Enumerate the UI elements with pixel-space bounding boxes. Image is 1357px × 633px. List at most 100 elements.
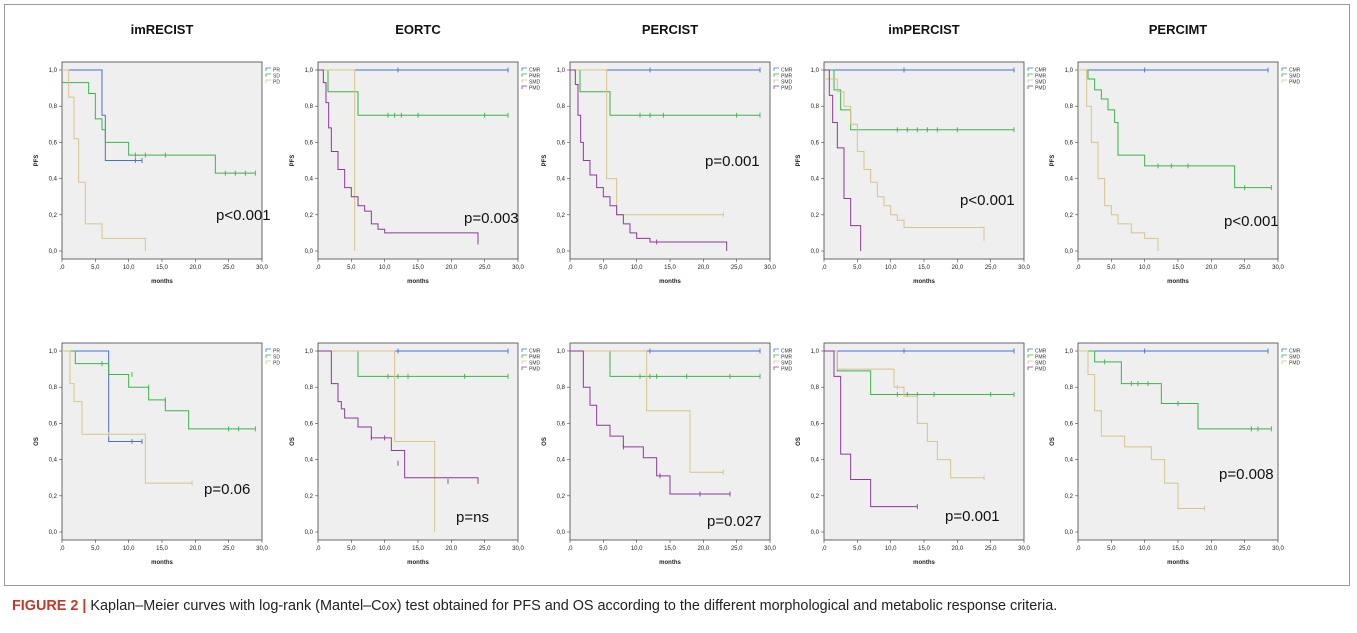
legend-entry: PMD [1035, 86, 1047, 92]
km-panel-os-4: 0,0 0,2 0,4 0,6 0,8 1,0 ,0 5,0 10,0 15,0 20,0 25,0 3… [796, 342, 1047, 566]
y-tick-label: 0,4 [305, 458, 314, 464]
legend-entry: PMR [529, 355, 541, 361]
y-tick-label: 0,4 [49, 458, 58, 464]
y-tick-label: 1,0 [1065, 349, 1074, 355]
legend-entry: PR [273, 349, 280, 355]
legend-entry: PMR [1035, 355, 1047, 361]
y-axis-label: OS [796, 437, 802, 446]
km-curve-pmd [1078, 69, 1159, 251]
y-tick-label: 0,2 [305, 494, 314, 500]
km-panel-os-5: 0,0 0,2 0,4 0,6 0,8 1,0 ,0 5,0 10,0 15,0 20,0 25,0 3… [1050, 342, 1301, 566]
legend-entry: SMD [1035, 80, 1047, 86]
y-axis-label: PFS [1050, 155, 1056, 167]
y-tick-label: 0,6 [811, 421, 820, 427]
y-tick-label: 0,6 [49, 140, 58, 146]
panel-title: PERCIMT [1149, 22, 1208, 37]
legend-swatch [521, 73, 527, 77]
y-tick-label: 0,0 [305, 530, 314, 536]
y-tick-label: 0,0 [305, 249, 314, 255]
plot-area [1077, 61, 1279, 260]
legend-entry: SMD [781, 361, 793, 367]
x-tick-label: 20,0 [1205, 546, 1217, 552]
y-tick-label: 0,8 [557, 104, 566, 110]
y-axis-label: PFS [796, 155, 802, 167]
y-tick-label: 1,0 [557, 349, 566, 355]
x-axis-label: months [407, 560, 429, 566]
y-axis-label: OS [1050, 437, 1056, 446]
x-tick-label: 10,0 [1139, 546, 1151, 552]
p-value: p=0.001 [705, 153, 760, 170]
x-tick-label: 5,0 [91, 546, 100, 552]
y-tick-label: 0,8 [811, 104, 820, 110]
x-tick-label: ,0 [821, 546, 827, 552]
km-curve-smd [318, 69, 356, 251]
y-tick-label: 0,4 [811, 458, 820, 464]
legend-swatch [773, 366, 779, 370]
y-axis-label: PFS [34, 155, 40, 167]
legend-entry: CMR [781, 349, 793, 355]
x-tick-label: ,0 [315, 546, 321, 552]
legend-entry: SMD [529, 80, 541, 86]
km-figure: imRECIST 0,0 0,2 0,4 0,6 0,8 1,0 ,0 5,0 10,0 15,0 2… [34, 22, 1301, 566]
y-tick-label: 0,2 [811, 494, 820, 500]
x-tick-label: 30,0 [256, 265, 268, 271]
y-tick-label: 0,2 [49, 494, 58, 500]
km-panel-pfs-4: imPERCIST 0,0 0,2 0,4 0,6 0,8 1,0 ,0 5,0 10,0 15,0… [796, 22, 1047, 285]
plot-area [61, 342, 263, 541]
legend-entry: PD [273, 361, 280, 367]
km-panel-pfs-5: PERCIMT 0,0 0,2 0,4 0,6 0,8 1,0 ,0 5,0 10,0 15,0 20… [1050, 22, 1301, 285]
x-tick-label: 5,0 [347, 546, 356, 552]
legend-swatch [521, 85, 527, 89]
y-tick-label: 0,4 [1065, 458, 1074, 464]
legend-swatch [1027, 366, 1033, 370]
x-tick-label: 30,0 [512, 546, 524, 552]
km-curve-pmd [318, 350, 479, 482]
legend-swatch [1027, 348, 1033, 352]
y-tick-label: 0,2 [305, 213, 314, 219]
x-tick-label: 5,0 [599, 265, 608, 271]
km-panel-pfs-3: PERCIST 0,0 0,2 0,4 0,6 0,8 1,0 ,0 5,0 10,0 15,0 20… [542, 22, 793, 285]
legend-swatch [1027, 85, 1033, 89]
x-tick-label: 15,0 [664, 546, 676, 552]
y-tick-label: 0,6 [49, 421, 58, 427]
p-value: p=0.001 [945, 508, 1000, 525]
legend-swatch [773, 348, 779, 352]
x-tick-label: 5,0 [1107, 265, 1116, 271]
caption-text: Kaplan–Meier curves with log-rank (Mante… [86, 598, 1058, 614]
p-value: p<0.001 [216, 207, 271, 224]
y-tick-label: 0,8 [49, 385, 58, 391]
y-tick-label: 0,6 [1065, 421, 1074, 427]
x-tick-label: 15,0 [156, 265, 168, 271]
p-value: p=0.06 [204, 481, 250, 498]
p-value: p=0.008 [1219, 466, 1274, 483]
x-tick-label: 25,0 [223, 265, 235, 271]
legend-entry: PMR [781, 74, 793, 80]
x-tick-label: 10,0 [123, 265, 135, 271]
legend-entry: SMD [781, 80, 793, 86]
y-tick-label: 0,8 [811, 385, 820, 391]
km-curve-pmr [824, 69, 1014, 131]
km-curve-smd [570, 350, 724, 473]
legend-swatch [521, 67, 527, 71]
legend-swatch [773, 79, 779, 83]
x-axis-label: months [913, 560, 935, 566]
y-tick-label: 0,0 [1065, 530, 1074, 536]
y-tick-label: 0,8 [1065, 385, 1074, 391]
x-tick-label: 5,0 [1107, 546, 1116, 552]
legend-swatch [1281, 67, 1287, 71]
legend-swatch [773, 67, 779, 71]
y-tick-label: 0,6 [1065, 140, 1074, 146]
legend-swatch [265, 360, 271, 364]
legend-entry: PMR [529, 74, 541, 80]
x-tick-label: ,0 [1075, 546, 1081, 552]
x-tick-label: 30,0 [512, 265, 524, 271]
legend-swatch [521, 366, 527, 370]
x-tick-label: 20,0 [951, 265, 963, 271]
legend-entry: CMR [1289, 349, 1301, 355]
legend-swatch [521, 348, 527, 352]
y-axis-label: PFS [290, 155, 296, 167]
panel-title: EORTC [395, 22, 441, 37]
y-tick-label: 0,4 [305, 177, 314, 183]
legend-entry: PMD [781, 367, 793, 373]
x-axis-label: months [1167, 560, 1189, 566]
